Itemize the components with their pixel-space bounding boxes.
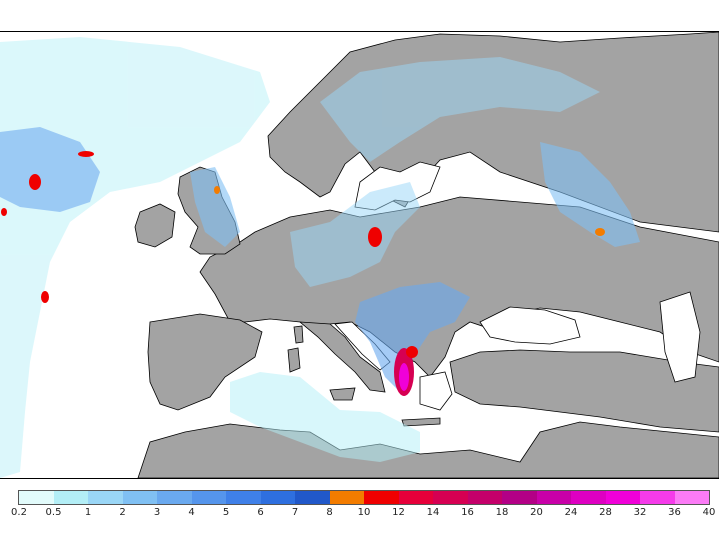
legend-swatch-3 <box>122 491 157 504</box>
sea-aegean <box>419 371 453 411</box>
legend-label: 16 <box>461 507 474 518</box>
precip-balkans <box>355 282 470 392</box>
precip-russia <box>540 142 640 247</box>
precip-central-europe <box>290 182 420 287</box>
legend-swatch-14 <box>502 491 537 504</box>
legend-label: 28 <box>599 507 612 518</box>
land-italy <box>298 321 386 393</box>
precipitation-map <box>0 31 719 479</box>
precip-atlantic-west <box>0 127 100 212</box>
legend-label: 6 <box>257 507 264 518</box>
legend-swatch-1 <box>53 491 88 504</box>
legend-label: 20 <box>530 507 543 518</box>
legend-swatch-16 <box>571 491 606 504</box>
legend-label: 14 <box>426 507 440 518</box>
precip-mediterranean <box>230 372 420 462</box>
legend-labels: 0.2 0.5 1 2 3 4 5 6 7 8 10 12 14 16 18 20 24 28 32 36 40 <box>0 507 720 521</box>
inland-seas <box>334 161 701 411</box>
precip-heavy <box>1 151 605 396</box>
cell-atlantic-4 <box>1 208 7 216</box>
legend-swatch-5 <box>191 491 226 504</box>
legend-swatch-7 <box>260 491 295 504</box>
legend-swatch-9 <box>329 491 364 504</box>
legend-label: 8 <box>326 507 333 518</box>
legend-label: 18 <box>495 507 509 518</box>
cell-atlantic-1 <box>29 174 41 190</box>
legend-swatch-15 <box>536 491 571 504</box>
sea-caspian <box>659 291 701 383</box>
legend-swatch-11 <box>398 491 433 504</box>
land-sicily <box>329 387 356 401</box>
legend-swatch-6 <box>226 491 261 504</box>
legend-label: 10 <box>357 507 371 518</box>
cell-poland <box>368 227 382 247</box>
land-iberia <box>147 313 263 411</box>
legend-label: 2 <box>119 507 126 518</box>
legend-colorbar <box>18 490 710 505</box>
legend-swatch-13 <box>467 491 502 504</box>
legend-label: 5 <box>222 507 230 518</box>
legend-label: 32 <box>633 507 647 518</box>
precip-light <box>0 37 640 478</box>
precip-north-band <box>320 57 600 162</box>
cell-russia <box>595 228 605 236</box>
cell-scotland <box>214 186 220 194</box>
legend-swatch-18 <box>640 491 675 504</box>
legend-label: 3 <box>153 507 161 518</box>
legend-label: 4 <box>188 507 195 518</box>
legend-swatch-12 <box>433 491 468 504</box>
legend-label: 12 <box>392 507 405 518</box>
legend-swatch-10 <box>364 491 399 504</box>
sea-black <box>479 306 581 345</box>
legend-label: 7 <box>291 507 299 518</box>
legend-swatch-2 <box>88 491 123 504</box>
legend-swatch-8 <box>295 491 330 504</box>
land-north-africa <box>137 421 719 478</box>
legend-label: 0.2 <box>11 507 27 518</box>
legend-swatch-4 <box>157 491 192 504</box>
legend-label: 1 <box>84 507 92 518</box>
legend-swatch-19 <box>674 491 709 504</box>
precip-scotland <box>190 167 240 247</box>
land-corsica <box>293 325 304 344</box>
legend-swatch-0 <box>19 491 54 504</box>
map-canvas <box>0 32 719 478</box>
land-sardinia <box>287 347 301 373</box>
cell-greece-core <box>399 363 409 391</box>
legend-label: 0.5 <box>45 507 62 518</box>
cell-atlantic-2 <box>78 151 94 157</box>
land-anatolia <box>449 349 719 433</box>
cell-atlantic-3 <box>41 291 49 303</box>
land-ireland <box>134 203 176 248</box>
legend-label: 40 <box>702 507 716 518</box>
legend-swatch-17 <box>605 491 640 504</box>
legend-label: 36 <box>668 507 681 518</box>
cell-albania <box>406 346 418 358</box>
legend-label: 24 <box>564 507 578 518</box>
